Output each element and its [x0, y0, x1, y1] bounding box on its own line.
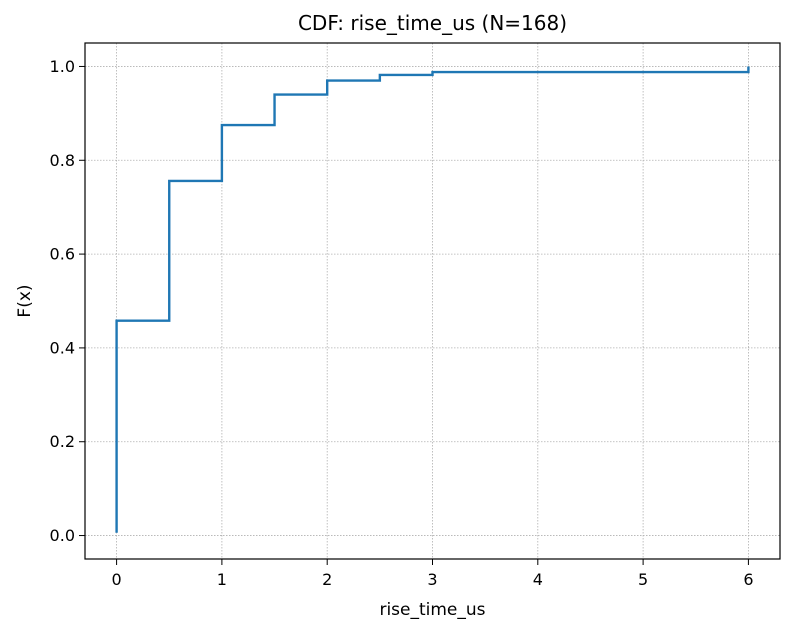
x-tick-label: 5 [638, 570, 648, 589]
x-tick-label: 2 [322, 570, 332, 589]
grid [85, 43, 780, 559]
x-tick-label: 3 [427, 570, 437, 589]
cdf-step-line [115, 66, 750, 533]
chart-title: CDF: rise_time_us (N=168) [298, 11, 567, 35]
y-axis-title: F(x) [15, 284, 35, 317]
x-axis-title: rise_time_us [379, 600, 485, 620]
x-tick-label: 4 [533, 570, 543, 589]
series-layer [115, 66, 750, 533]
y-tick-label: 1.0 [50, 57, 75, 76]
y-tick-label: 0.4 [50, 338, 75, 357]
x-tick-label: 0 [111, 570, 121, 589]
y-tick-label: 0.0 [50, 526, 75, 545]
y-tick-label: 0.6 [50, 245, 75, 264]
y-tick-label: 0.2 [50, 432, 75, 451]
x-tick-label: 1 [217, 570, 227, 589]
y-axis-ticks: 0.0 0.2 0.4 0.6 0.8 1.0 [50, 57, 85, 545]
x-tick-label: 6 [743, 570, 753, 589]
x-axis-ticks: 0 1 2 3 4 5 6 [111, 559, 754, 589]
y-tick-label: 0.8 [50, 151, 75, 170]
